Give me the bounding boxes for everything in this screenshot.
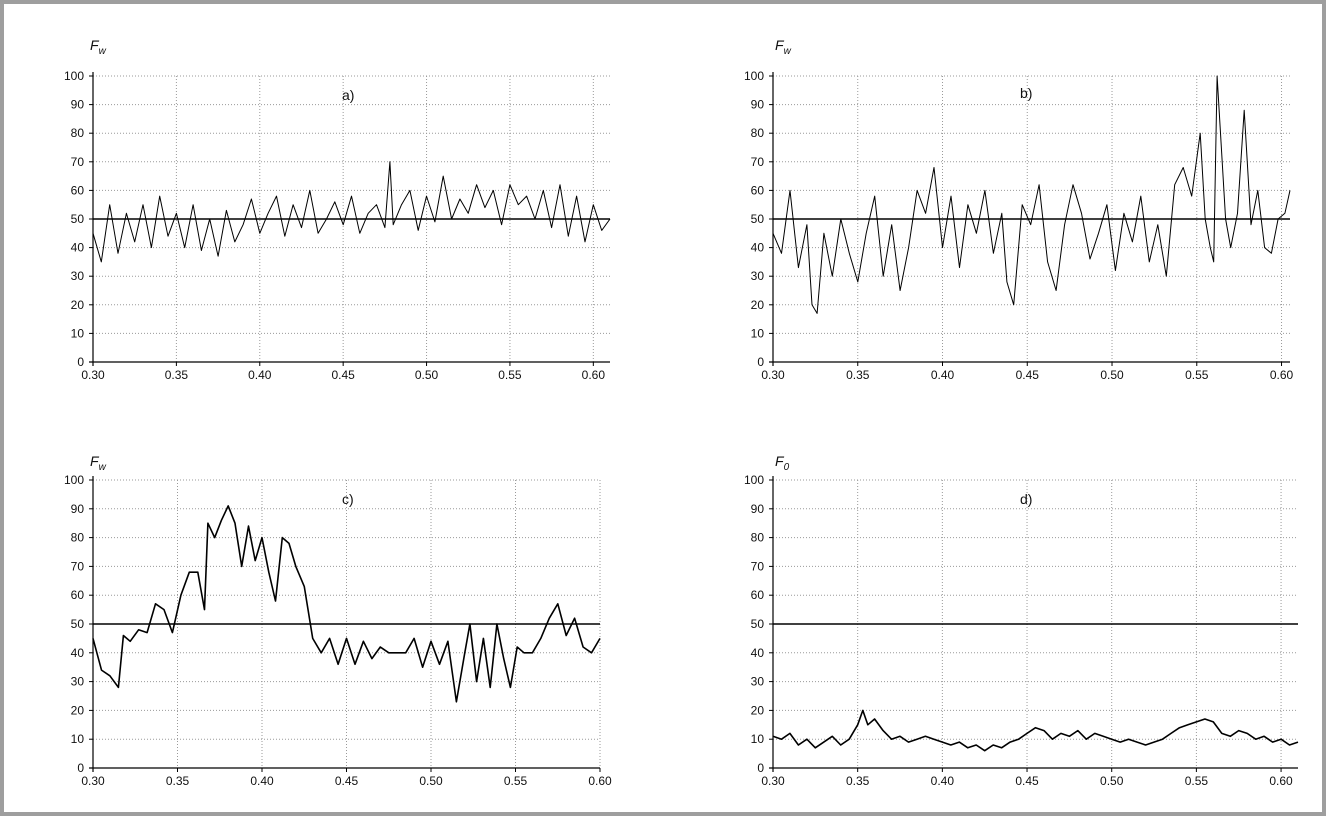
- y-tick-label: 10: [71, 732, 85, 746]
- y-tick-label: 40: [71, 646, 85, 660]
- y-tick-label: 10: [751, 732, 765, 746]
- y-tick-label: 30: [71, 675, 85, 689]
- y-tick-label: 90: [751, 502, 765, 516]
- panel-label: b): [1020, 85, 1032, 101]
- y-axis-label-subscript: 0: [784, 462, 790, 473]
- y-tick-label: 50: [71, 212, 85, 226]
- series-line: [92, 505, 601, 703]
- x-tick-label: 0.50: [1100, 368, 1124, 382]
- chart-panel-2: 0 10 20 30 40 50 60 70 80 90 100 0.30 0.35 0.40 0.45 0.…: [744, 37, 1294, 382]
- y-tick-label: 0: [757, 355, 764, 369]
- y-tick-label: 90: [751, 98, 765, 112]
- y-tick-label: 20: [751, 703, 765, 717]
- chart-panel-1: 0 10 20 30 40 50 60 70 80 90 100 0.30 0.35 0.40 0.45 0.…: [64, 37, 611, 382]
- y-tick-label: 50: [71, 617, 85, 631]
- y-tick-label: 70: [71, 155, 85, 169]
- x-tick-label: 0.30: [761, 774, 785, 788]
- y-tick-label: 90: [71, 502, 85, 516]
- series-line: [772, 709, 1299, 752]
- y-tick-label: 50: [751, 212, 765, 226]
- y-axis-label: F0: [775, 453, 790, 473]
- y-tick-label: 40: [751, 646, 765, 660]
- x-tick-label: 0.60: [582, 368, 606, 382]
- y-tick-label: 70: [751, 559, 765, 573]
- x-tick-label: 0.50: [415, 368, 439, 382]
- y-tick-label: 60: [751, 588, 765, 602]
- panel-label: a): [342, 87, 354, 103]
- y-tick-label: 60: [71, 588, 85, 602]
- x-tick-label: 0.60: [1270, 368, 1294, 382]
- x-tick-label: 0.40: [931, 774, 955, 788]
- series-line: [92, 161, 611, 263]
- x-tick-label: 0.50: [1100, 774, 1124, 788]
- y-tick-label: 50: [751, 617, 765, 631]
- x-tick-label: 0.55: [504, 774, 528, 788]
- x-tick-label: 0.45: [1016, 368, 1040, 382]
- y-axis-label-subscript: w: [99, 462, 107, 473]
- x-tick-label: 0.40: [248, 368, 272, 382]
- y-tick-label: 80: [71, 531, 85, 545]
- y-tick-label: 0: [77, 761, 84, 775]
- x-tick-label: 0.55: [1185, 774, 1209, 788]
- y-tick-label: 100: [744, 69, 764, 83]
- y-axis-label-subscript: w: [784, 46, 792, 57]
- x-tick-label: 0.50: [419, 774, 443, 788]
- y-tick-label: 30: [71, 269, 85, 283]
- y-tick-label: 40: [751, 241, 765, 255]
- x-tick-label: 0.35: [166, 774, 190, 788]
- x-tick-label: 0.35: [846, 774, 870, 788]
- chart-panel-3: 0 10 20 30 40 50 60 70 80 90 100 0.30 0.35 0.40 0.45 0.…: [64, 453, 612, 788]
- panel-label: c): [342, 491, 354, 507]
- y-tick-label: 10: [751, 326, 765, 340]
- y-tick-label: 20: [71, 703, 85, 717]
- y-tick-label: 40: [71, 241, 85, 255]
- y-axis-label: Fw: [775, 37, 792, 57]
- x-tick-label: 0.45: [1015, 774, 1039, 788]
- y-tick-label: 100: [744, 473, 764, 487]
- y-axis-label-subscript: w: [99, 46, 107, 57]
- x-tick-label: 0.30: [81, 368, 105, 382]
- series-line: [772, 75, 1291, 314]
- x-tick-label: 0.60: [588, 774, 612, 788]
- x-tick-label: 0.35: [165, 368, 189, 382]
- y-tick-label: 60: [751, 183, 765, 197]
- y-axis-label: Fw: [90, 37, 107, 57]
- y-tick-label: 80: [751, 126, 765, 140]
- y-tick-label: 10: [71, 326, 85, 340]
- x-tick-label: 0.55: [498, 368, 522, 382]
- y-tick-label: 100: [64, 473, 84, 487]
- y-tick-label: 30: [751, 269, 765, 283]
- x-tick-label: 0.40: [250, 774, 274, 788]
- panel-label: d): [1020, 491, 1032, 507]
- y-tick-label: 80: [71, 126, 85, 140]
- x-tick-label: 0.40: [931, 368, 955, 382]
- x-tick-label: 0.30: [81, 774, 105, 788]
- x-tick-label: 0.45: [335, 774, 359, 788]
- y-tick-label: 100: [64, 69, 84, 83]
- y-tick-label: 70: [751, 155, 765, 169]
- x-tick-label: 0.35: [846, 368, 870, 382]
- y-axis-label: Fw: [90, 453, 107, 473]
- y-tick-label: 20: [71, 298, 85, 312]
- y-tick-label: 90: [71, 98, 85, 112]
- y-tick-label: 70: [71, 559, 85, 573]
- x-tick-label: 0.30: [761, 368, 785, 382]
- y-tick-label: 60: [71, 183, 85, 197]
- x-tick-label: 0.45: [331, 368, 355, 382]
- x-tick-label: 0.55: [1185, 368, 1209, 382]
- y-tick-label: 20: [751, 298, 765, 312]
- y-tick-label: 0: [757, 761, 764, 775]
- x-tick-label: 0.60: [1269, 774, 1293, 788]
- y-tick-label: 80: [751, 531, 765, 545]
- y-tick-label: 0: [77, 355, 84, 369]
- y-tick-label: 30: [751, 675, 765, 689]
- chart-panel-4: 0 10 20 30 40 50 60 70 80 90 100 0.30 0.35 0.40 0.45 0.…: [744, 453, 1299, 788]
